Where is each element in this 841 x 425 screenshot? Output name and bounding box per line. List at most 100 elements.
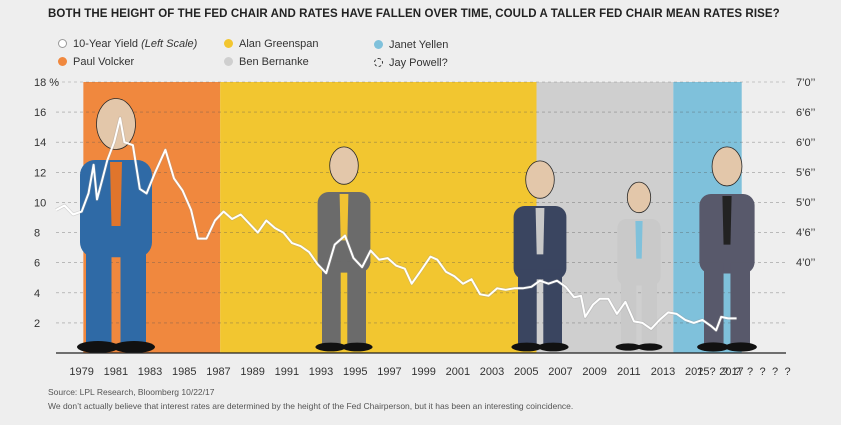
x-tick-label: 2017 [719, 366, 743, 378]
x-tick-label-future: ? [722, 366, 728, 378]
figure-leg-left [86, 244, 112, 344]
figure-shoe-right [724, 342, 757, 352]
y-tick-label: 8 [34, 228, 40, 240]
figure-shoe-right [637, 343, 663, 351]
legend-label-powell: Jay Powell? [389, 57, 448, 69]
disclaimer-note: We don’t actually believe that interest … [48, 401, 574, 411]
legend-item-yellen: Janet Yellen [374, 39, 448, 51]
x-tick-label: 2005 [514, 366, 538, 378]
y-tick-label: 10 [34, 197, 46, 209]
figure-powell [697, 146, 757, 352]
legend-label-yellen: Janet Yellen [389, 39, 449, 51]
x-axis: 1979 1981 1983 1985 1987 1989 1991 1993 1995 1997… [69, 366, 790, 378]
figure-greenspan [315, 146, 373, 352]
x-tick-label-future: ? [747, 366, 753, 378]
figure-yellen [615, 181, 663, 351]
legend-item-yield: 10-Year Yield (Left Scale) [58, 38, 197, 50]
y-tick-label: 18 % [34, 77, 59, 89]
figure-head [525, 160, 555, 199]
x-tick-label: 2009 [582, 366, 606, 378]
y-right-tick-label: 6’6’’ [796, 107, 815, 119]
figure-head [711, 146, 743, 187]
x-tick-label: 2007 [548, 366, 572, 378]
x-tick-label: 2011 [617, 366, 641, 378]
figure-tie [110, 162, 122, 226]
y-tick-label: 2 [34, 318, 40, 330]
legend-swatch-bernanke [224, 57, 233, 66]
x-tick-label: 2015 [685, 366, 709, 378]
figure-shoe-left [511, 342, 543, 352]
figure-shoe-left [697, 342, 730, 352]
y-tick-label: 4 [34, 288, 40, 300]
chart-title: BOTH THE HEIGHT OF THE FED CHAIR AND RAT… [48, 8, 780, 20]
legend-swatch-volcker [58, 57, 67, 66]
legend-label-greenspan: Alan Greenspan [239, 38, 319, 50]
y-right-tick-label: 6’0’’ [796, 137, 815, 149]
legend-swatch-yellen [374, 40, 383, 49]
figure-tie [339, 194, 349, 241]
series-line-10-year-yield [55, 117, 737, 332]
band-alan-greenspan [220, 82, 537, 353]
figure-leg-right [641, 276, 657, 345]
legend-item-bernanke: Ben Bernanke [224, 56, 309, 68]
legend-item-greenspan: Alan Greenspan [224, 38, 319, 50]
x-tick-label: 1995 [343, 366, 367, 378]
figure-leg-right [120, 244, 146, 344]
x-tick-label: 1979 [69, 366, 93, 378]
legend-swatch-yield [58, 39, 67, 48]
gridlines [56, 81, 786, 324]
figure-shoe-right [113, 341, 155, 353]
y-tick-label: 6 [34, 258, 40, 270]
figure-leg-left [322, 261, 341, 344]
figure-volcker [77, 98, 155, 353]
legend-item-volcker: Paul Volcker [58, 56, 134, 68]
figure-shoe-left [315, 342, 347, 352]
figure-leg-left [704, 262, 724, 344]
x-tick-label-future: ? [772, 366, 778, 378]
x-tick-label: 2003 [480, 366, 504, 378]
x-tick-label: 1997 [377, 366, 401, 378]
x-tick-label-future: ? [734, 366, 740, 378]
figure-leg-left [518, 269, 537, 345]
x-tick-label-future: ? [709, 366, 715, 378]
y-tick-label: 16 [34, 107, 46, 119]
figure-shoe-left [615, 343, 641, 351]
legend-swatch-greenspan [224, 39, 233, 48]
chair-bands [83, 82, 742, 353]
y-right-tick-label: 5’0’’ [796, 197, 815, 209]
x-tick-label: 2013 [651, 366, 675, 378]
figure-tie [722, 196, 732, 245]
figure-head [329, 146, 359, 185]
figure-leg-right [543, 269, 562, 345]
y-right-tick-label: 4’6’’ [796, 227, 815, 239]
y-right-tick-label: 7’0’’ [796, 77, 815, 89]
legend-label-yield: 10-Year Yield [73, 38, 142, 50]
figure-head [96, 98, 136, 150]
figure-shoe-left [77, 341, 119, 353]
legend-swatch-powell [374, 58, 383, 67]
source-note: Source: LPL Research, Bloomberg 10/22/17 [48, 387, 215, 397]
y-tick-label: 14 [34, 137, 46, 149]
y-tick-label: 12 [34, 167, 46, 179]
legend-item-powell: Jay Powell? [374, 57, 448, 69]
x-tick-label: 1993 [309, 366, 333, 378]
legend-label-yield-scale: (Left Scale) [141, 38, 198, 50]
x-tick-label: 1981 [104, 366, 128, 378]
x-tick-label: 1991 [275, 366, 299, 378]
x-tick-label: 1983 [138, 366, 162, 378]
figure-tie [535, 208, 545, 255]
x-tick-label-future: ? [759, 366, 765, 378]
legend: 10-Year Yield (Left Scale) Paul Volcker … [0, 0, 841, 80]
x-tick-label: 1985 [172, 366, 196, 378]
x-tick-label: 1989 [240, 366, 264, 378]
figure-leg-right [730, 262, 750, 344]
x-tick-label: 1987 [206, 366, 230, 378]
figure-shoe-right [537, 342, 569, 352]
legend-label-volcker: Paul Volcker [73, 56, 135, 68]
x-tick-label-future: ? [697, 366, 703, 378]
figure-shoe-right [341, 342, 373, 352]
x-tick-label: 2001 [446, 366, 470, 378]
figure-tie [635, 221, 643, 259]
y-right-tick-label: 5’6’’ [796, 167, 815, 179]
